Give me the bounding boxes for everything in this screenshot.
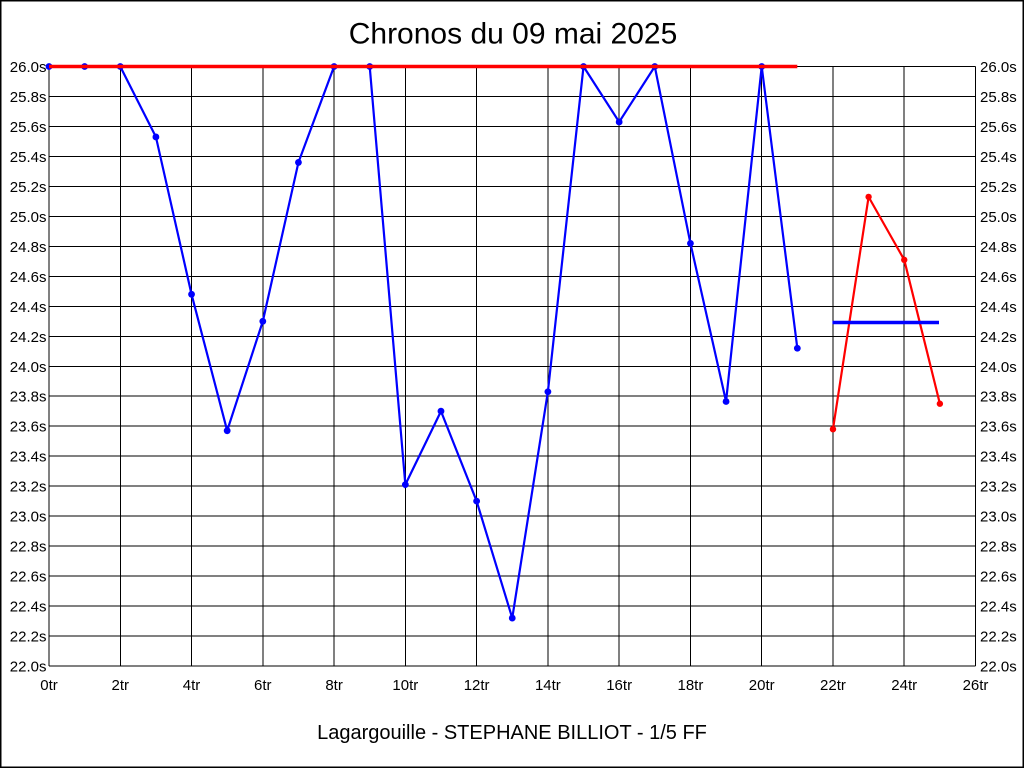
- svg-text:22.6s: 22.6s: [10, 569, 47, 586]
- svg-text:12tr: 12tr: [464, 677, 490, 694]
- svg-text:24.2s: 24.2s: [980, 329, 1017, 346]
- svg-text:24.2s: 24.2s: [10, 329, 47, 346]
- svg-text:6tr: 6tr: [254, 677, 272, 694]
- svg-text:22.0s: 22.0s: [10, 659, 47, 676]
- svg-text:22.0s: 22.0s: [980, 659, 1017, 676]
- svg-text:18tr: 18tr: [678, 677, 704, 694]
- svg-text:26.0s: 26.0s: [980, 59, 1017, 76]
- svg-text:25.4s: 25.4s: [980, 149, 1017, 166]
- svg-text:8tr: 8tr: [325, 677, 343, 694]
- svg-text:16tr: 16tr: [606, 677, 632, 694]
- svg-text:Chronos du 09 mai 2025: Chronos du 09 mai 2025: [349, 18, 678, 51]
- svg-text:14tr: 14tr: [535, 677, 561, 694]
- svg-text:22.6s: 22.6s: [980, 569, 1017, 586]
- svg-text:22.2s: 22.2s: [980, 629, 1017, 646]
- svg-text:23.6s: 23.6s: [10, 419, 47, 436]
- svg-text:22.4s: 22.4s: [980, 599, 1017, 616]
- svg-text:24.6s: 24.6s: [10, 269, 47, 286]
- svg-text:0tr: 0tr: [40, 677, 58, 694]
- svg-text:22.4s: 22.4s: [10, 599, 47, 616]
- svg-text:23.2s: 23.2s: [10, 479, 47, 496]
- svg-text:23.8s: 23.8s: [10, 389, 47, 406]
- svg-text:26tr: 26tr: [963, 677, 989, 694]
- svg-text:Lagargouille - STEPHANE BILLIO: Lagargouille - STEPHANE BILLIOT - 1/5 FF: [317, 722, 707, 744]
- svg-text:22tr: 22tr: [820, 677, 846, 694]
- svg-text:25.4s: 25.4s: [10, 149, 47, 166]
- svg-text:23.0s: 23.0s: [980, 509, 1017, 526]
- svg-text:22.2s: 22.2s: [10, 629, 47, 646]
- svg-text:25.0s: 25.0s: [980, 209, 1017, 226]
- svg-text:26.0s: 26.0s: [10, 59, 47, 76]
- svg-text:24.0s: 24.0s: [980, 359, 1017, 376]
- svg-text:20tr: 20tr: [749, 677, 775, 694]
- svg-text:24.4s: 24.4s: [10, 299, 47, 316]
- svg-text:23.0s: 23.0s: [10, 509, 47, 526]
- svg-text:23.8s: 23.8s: [980, 389, 1017, 406]
- svg-text:23.4s: 23.4s: [980, 449, 1017, 466]
- svg-text:24.8s: 24.8s: [10, 239, 47, 256]
- svg-text:24.4s: 24.4s: [980, 299, 1017, 316]
- svg-text:25.2s: 25.2s: [980, 179, 1017, 196]
- svg-text:25.6s: 25.6s: [980, 119, 1017, 136]
- svg-text:25.6s: 25.6s: [10, 119, 47, 136]
- svg-text:25.0s: 25.0s: [10, 209, 47, 226]
- svg-text:25.8s: 25.8s: [980, 89, 1017, 106]
- svg-text:25.2s: 25.2s: [10, 179, 47, 196]
- svg-text:10tr: 10tr: [392, 677, 418, 694]
- svg-text:22.8s: 22.8s: [980, 539, 1017, 556]
- svg-text:24.8s: 24.8s: [980, 239, 1017, 256]
- svg-text:23.6s: 23.6s: [980, 419, 1017, 436]
- svg-text:25.8s: 25.8s: [10, 89, 47, 106]
- svg-text:4tr: 4tr: [183, 677, 201, 694]
- svg-text:23.2s: 23.2s: [980, 479, 1017, 496]
- svg-text:23.4s: 23.4s: [10, 449, 47, 466]
- svg-text:24.0s: 24.0s: [10, 359, 47, 376]
- svg-text:2tr: 2tr: [112, 677, 130, 694]
- svg-text:24.6s: 24.6s: [980, 269, 1017, 286]
- svg-text:22.8s: 22.8s: [10, 539, 47, 556]
- svg-text:24tr: 24tr: [891, 677, 917, 694]
